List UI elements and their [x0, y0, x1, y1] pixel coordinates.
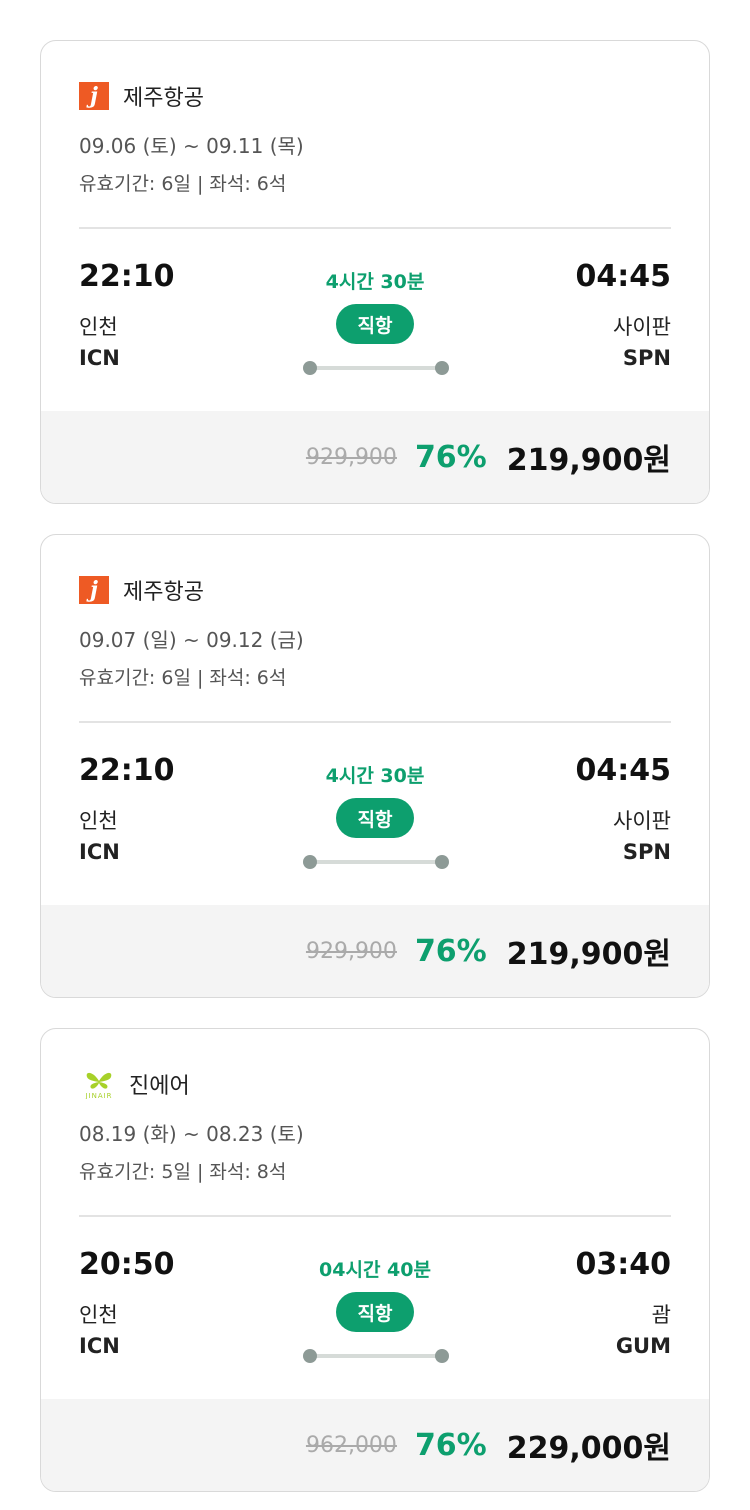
divider [79, 227, 671, 229]
route-line [303, 361, 449, 375]
price-footer: 929,900 76% 219,900원 [41, 411, 709, 503]
flight-card[interactable]: j 제주항공 09.06 (토) ~ 09.11 (목) 유효기간: 6일 | … [40, 40, 710, 504]
flight-duration: 4시간 30분 [325, 271, 425, 293]
direct-flight-badge: 직항 [336, 1292, 414, 1332]
airline-name: 진에어 [129, 1074, 190, 1099]
sale-price: 219,900원 [506, 443, 671, 478]
arrival-city: 괌 [651, 1303, 671, 1327]
discount-rate: 76% [414, 439, 487, 475]
airline-row: j 제주항공 [79, 81, 204, 111]
sale-price: 229,000원 [506, 1431, 671, 1466]
original-price: 962,000 [305, 1432, 397, 1458]
discount-rate: 76% [414, 933, 487, 969]
original-price: 929,900 [305, 938, 397, 964]
price-footer: 929,900 76% 219,900원 [41, 905, 709, 997]
validity-seats: 유효기간: 5일 | 좌석: 8석 [79, 1161, 287, 1183]
arrival-city: 사이판 [613, 809, 671, 833]
arrival-code: GUM [615, 1334, 671, 1358]
airline-name: 제주항공 [123, 580, 204, 605]
route-line [303, 1349, 449, 1363]
travel-dates: 09.06 (토) ~ 09.11 (목) [79, 134, 304, 158]
airline-row: j 제주항공 [79, 575, 204, 605]
travel-dates: 08.19 (화) ~ 08.23 (토) [79, 1122, 304, 1146]
sale-price: 219,900원 [506, 937, 671, 972]
flight-card[interactable]: j 제주항공 09.07 (일) ~ 09.12 (금) 유효기간: 6일 | … [40, 534, 710, 998]
arrival-time: 04:45 [575, 259, 672, 294]
jeju-air-logo-icon: j [79, 576, 109, 604]
flight-duration: 04시간 40분 [319, 1259, 431, 1281]
divider [79, 1215, 671, 1217]
direct-flight-badge: 직항 [336, 798, 414, 838]
price-footer: 962,000 76% 229,000원 [41, 1399, 709, 1491]
departure-time: 22:10 [79, 753, 175, 788]
arrival-time: 04:45 [575, 753, 672, 788]
validity-seats: 유효기간: 6일 | 좌석: 6석 [79, 173, 287, 195]
flight-duration: 4시간 30분 [325, 765, 425, 787]
departure-code: ICN [79, 346, 120, 370]
airline-row: JINAIR 진에어 [79, 1069, 190, 1099]
departure-time: 22:10 [79, 259, 175, 294]
discount-rate: 76% [414, 1427, 487, 1463]
airline-name: 제주항공 [123, 86, 204, 111]
flight-card[interactable]: JINAIR 진에어 08.19 (화) ~ 08.23 (토) 유효기간: 5… [40, 1028, 710, 1492]
arrival-code: SPN [622, 346, 671, 370]
departure-city: 인천 [79, 809, 118, 833]
departure-city: 인천 [79, 1303, 118, 1327]
svg-text:JINAIR: JINAIR [84, 1092, 112, 1099]
route-line [303, 855, 449, 869]
departure-code: ICN [79, 1334, 120, 1358]
original-price: 929,900 [305, 444, 397, 470]
departure-code: ICN [79, 840, 120, 864]
departure-city: 인천 [79, 315, 118, 339]
departure-time: 20:50 [79, 1247, 175, 1282]
validity-seats: 유효기간: 6일 | 좌석: 6석 [79, 667, 287, 689]
travel-dates: 09.07 (일) ~ 09.12 (금) [79, 628, 304, 652]
jin-air-logo-icon: JINAIR [79, 1070, 119, 1099]
arrival-city: 사이판 [613, 315, 671, 339]
jeju-air-logo-icon: j [79, 82, 109, 110]
direct-flight-badge: 직항 [336, 304, 414, 344]
arrival-code: SPN [622, 840, 671, 864]
arrival-time: 03:40 [575, 1247, 672, 1282]
divider [79, 721, 671, 723]
